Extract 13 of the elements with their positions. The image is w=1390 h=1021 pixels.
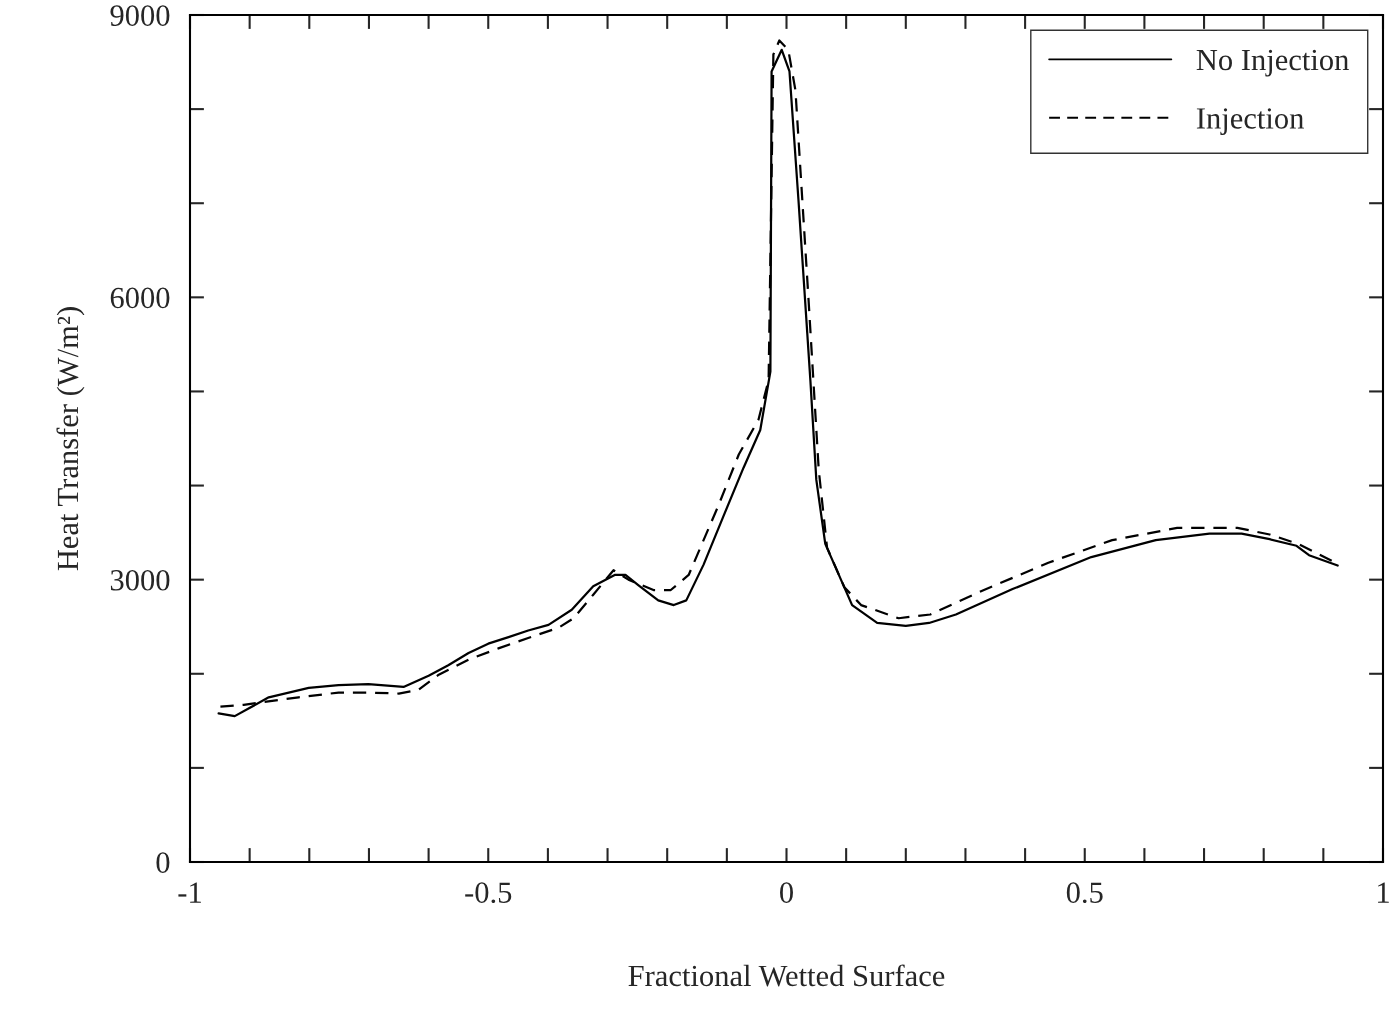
x-tick-label: 1 — [1378, 882, 1389, 903]
legend-label: Injection — [1196, 108, 1304, 135]
x-tick-label: 0 — [780, 882, 793, 903]
legend-label: No Injection — [1196, 49, 1349, 77]
x-tick-label: -1 — [178, 882, 201, 903]
x-tick-label: -0.5 — [465, 882, 512, 904]
y-tick-label: 9000 — [110, 5, 170, 26]
x-tick-label: 0.5 — [1066, 882, 1103, 904]
y-tick-label: 6000 — [110, 287, 170, 309]
y-axis-title: Heat Transfer (W/m²) — [56, 307, 85, 571]
x-axis-title: Fractional Wetted Surface — [628, 964, 945, 987]
y-tick-label: 3000 — [110, 569, 170, 591]
y-tick-label: 0 — [156, 852, 170, 873]
